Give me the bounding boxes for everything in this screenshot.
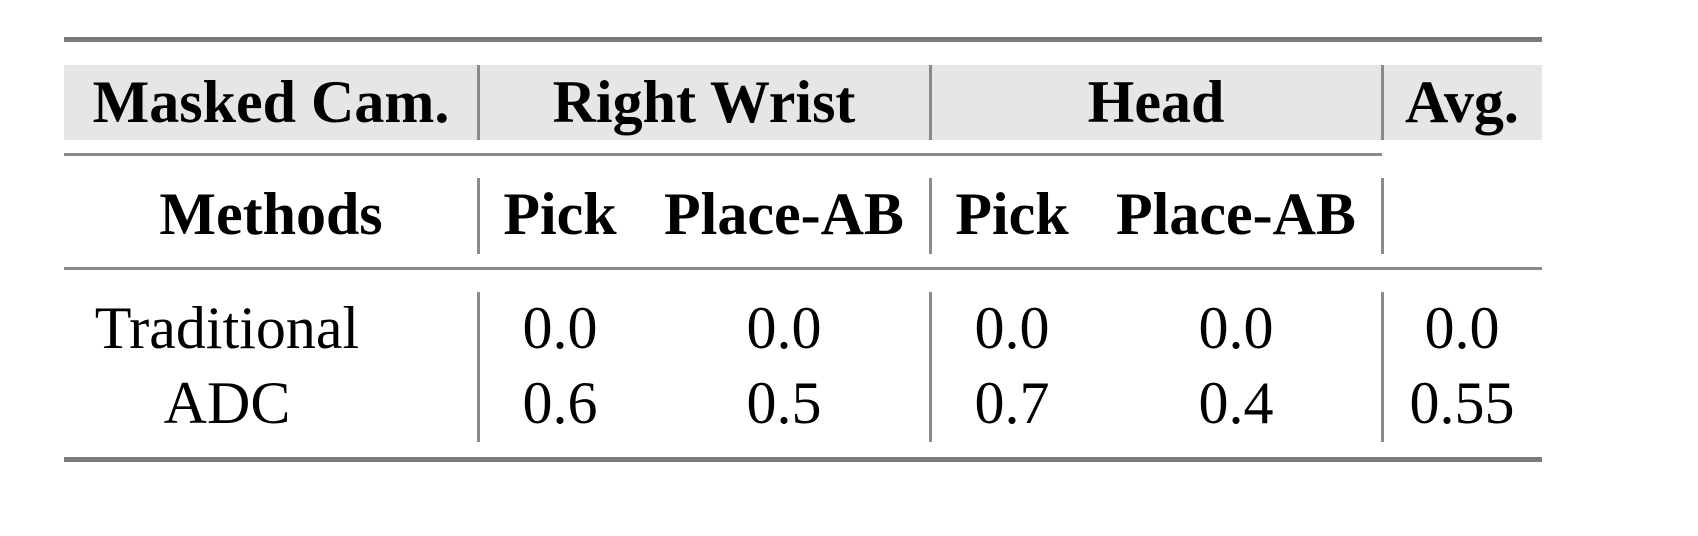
value-cell: 0.0	[522, 295, 598, 361]
avg-cell: 0.0	[1424, 295, 1500, 361]
top-rule	[64, 37, 1542, 42]
header-right-wrist: Right Wrist	[552, 69, 856, 135]
method-name: ADC	[163, 370, 291, 436]
header-masked-cam: Masked Cam.	[92, 69, 450, 135]
column-divider	[1381, 292, 1384, 442]
value-cell: 0.0	[974, 295, 1050, 361]
bottom-rule	[64, 457, 1542, 462]
header-rw-place-ab: Place-AB	[664, 181, 904, 247]
header-head-place-ab: Place-AB	[1116, 181, 1356, 247]
header-mid-rule	[64, 153, 1382, 156]
column-divider	[929, 65, 932, 140]
column-divider	[929, 178, 932, 254]
column-divider	[477, 65, 480, 140]
value-cell: 0.0	[1198, 295, 1274, 361]
header-head-pick: Pick	[955, 181, 1069, 247]
column-divider	[929, 292, 932, 442]
header-background	[64, 65, 1542, 140]
header-methods: Methods	[159, 181, 383, 247]
column-divider	[477, 292, 480, 442]
column-divider	[1381, 65, 1384, 140]
value-cell: 0.7	[974, 370, 1050, 436]
header-head: Head	[1087, 69, 1225, 135]
value-cell: 0.6	[522, 370, 598, 436]
method-name: Traditional	[94, 295, 360, 361]
value-cell: 0.0	[746, 295, 822, 361]
header-bottom-rule	[64, 267, 1542, 270]
value-cell: 0.5	[746, 370, 822, 436]
header-avg: Avg.	[1405, 69, 1519, 135]
header-rw-pick: Pick	[503, 181, 617, 247]
column-divider	[1381, 178, 1384, 254]
value-cell: 0.4	[1198, 370, 1274, 436]
column-divider	[477, 178, 480, 254]
avg-cell: 0.55	[1409, 370, 1515, 436]
